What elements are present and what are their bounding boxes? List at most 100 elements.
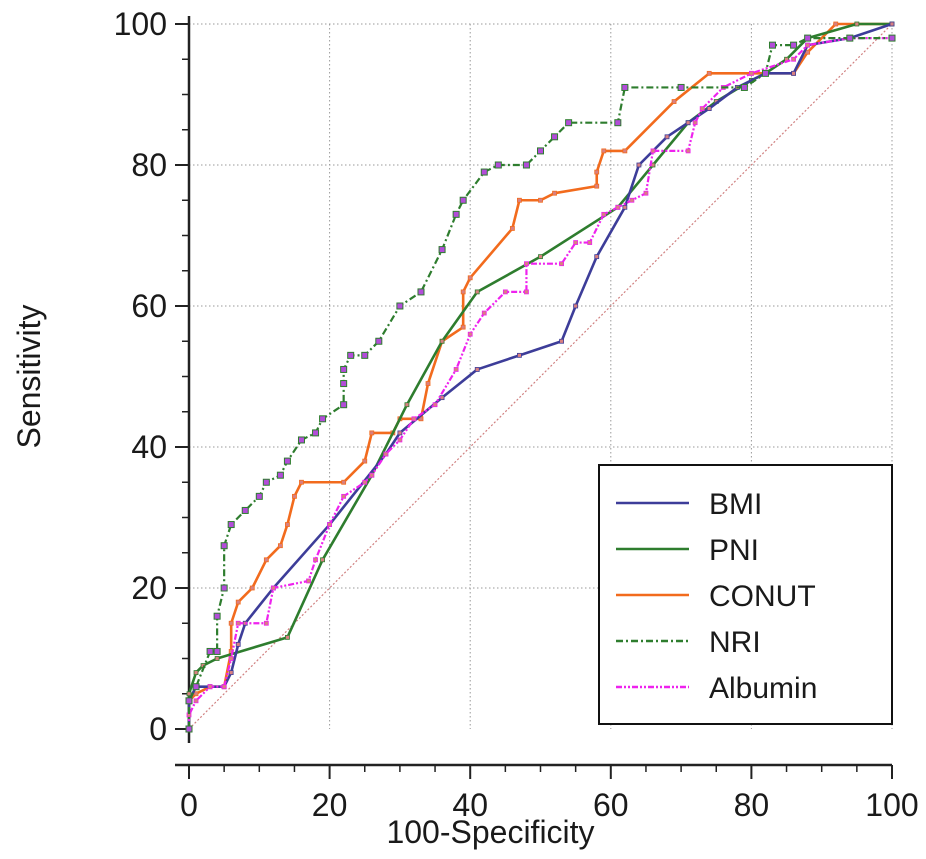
data-point [601,211,607,217]
data-point [320,557,325,563]
data-point [474,289,480,295]
data-point [453,367,459,372]
data-point [650,148,656,154]
data-point [213,612,221,620]
data-point [263,620,269,626]
data-point [369,472,375,478]
data-point [552,190,557,196]
series-lines [185,21,896,733]
data-point [319,415,327,423]
data-point [327,522,333,527]
data-point [213,647,221,655]
data-point [417,288,425,296]
data-point [221,684,227,690]
data-point [292,493,297,499]
data-point [559,338,564,344]
data-point [614,119,622,127]
reference-diagonal [188,23,893,730]
series-line-conut [187,22,892,729]
data-point [833,21,839,27]
data-point [340,380,348,388]
data-point [220,584,228,592]
data-point [452,210,460,218]
y-axis-label: Sensitivity [11,304,47,448]
data-point [193,670,199,675]
data-point [276,471,284,479]
data-point [565,119,573,127]
data-point [297,436,305,444]
data-point [517,352,522,358]
data-point [671,99,677,104]
data-point [706,106,712,111]
data-point [362,458,368,464]
data-point [439,395,445,401]
data-point [692,120,698,126]
data-point [340,365,348,373]
data-point [263,557,269,563]
data-point [341,479,347,485]
y-tick-label: 60 [131,288,167,324]
data-point [594,169,600,175]
data-point [621,83,629,91]
data-point [207,684,213,690]
data-point [397,430,403,436]
x-tick-label: 20 [312,787,348,823]
data-point [889,21,895,27]
data-point [524,261,529,267]
data-point [622,204,628,210]
data-point [228,670,234,675]
data-point [594,254,600,260]
data-point [193,691,199,697]
data-point [509,226,515,231]
data-point [227,521,235,529]
y-tick-label: 20 [131,570,167,606]
data-point [854,21,860,27]
data-point [643,190,649,196]
y-tick-label: 80 [131,147,167,183]
data-point [277,543,283,549]
data-point [369,430,375,436]
y-tick-label: 40 [131,429,167,465]
data-point [467,275,473,281]
data-point [685,148,691,154]
data-point [846,34,854,42]
data-point [467,331,473,337]
legend-label: NRI [709,626,761,659]
data-point [383,451,389,457]
x-tick-label: 0 [180,787,198,823]
data-point [494,161,502,169]
data-point [677,83,685,91]
tick-labels: 0 20 40 60 80 100 0 20 40 60 80 100 [114,6,919,823]
data-point [790,41,798,49]
data-point [425,381,431,386]
legend-label: Albumin [709,672,817,705]
data-point [255,492,263,500]
data-point [361,351,369,359]
data-point [761,69,769,77]
x-tick-label: 80 [734,787,770,823]
series-albumin [186,35,895,732]
data-point [601,148,607,154]
data-point [502,289,508,295]
data-point [749,70,754,76]
data-point [299,479,304,485]
data-point [459,196,467,204]
data-point [235,620,241,626]
data-point [262,478,270,486]
data-point [185,697,193,705]
data-point [341,493,347,499]
data-point [347,351,355,359]
data-point [439,338,445,344]
data-point [312,429,320,437]
data-point [685,120,691,126]
data-point [740,83,748,91]
data-point [411,416,417,422]
data-point [629,197,635,203]
data-point [804,34,812,42]
series-nri [185,34,896,733]
x-axis-label: 100-Specificity [386,814,594,850]
data-point [285,634,290,640]
data-point [573,240,579,245]
axes [175,16,893,779]
